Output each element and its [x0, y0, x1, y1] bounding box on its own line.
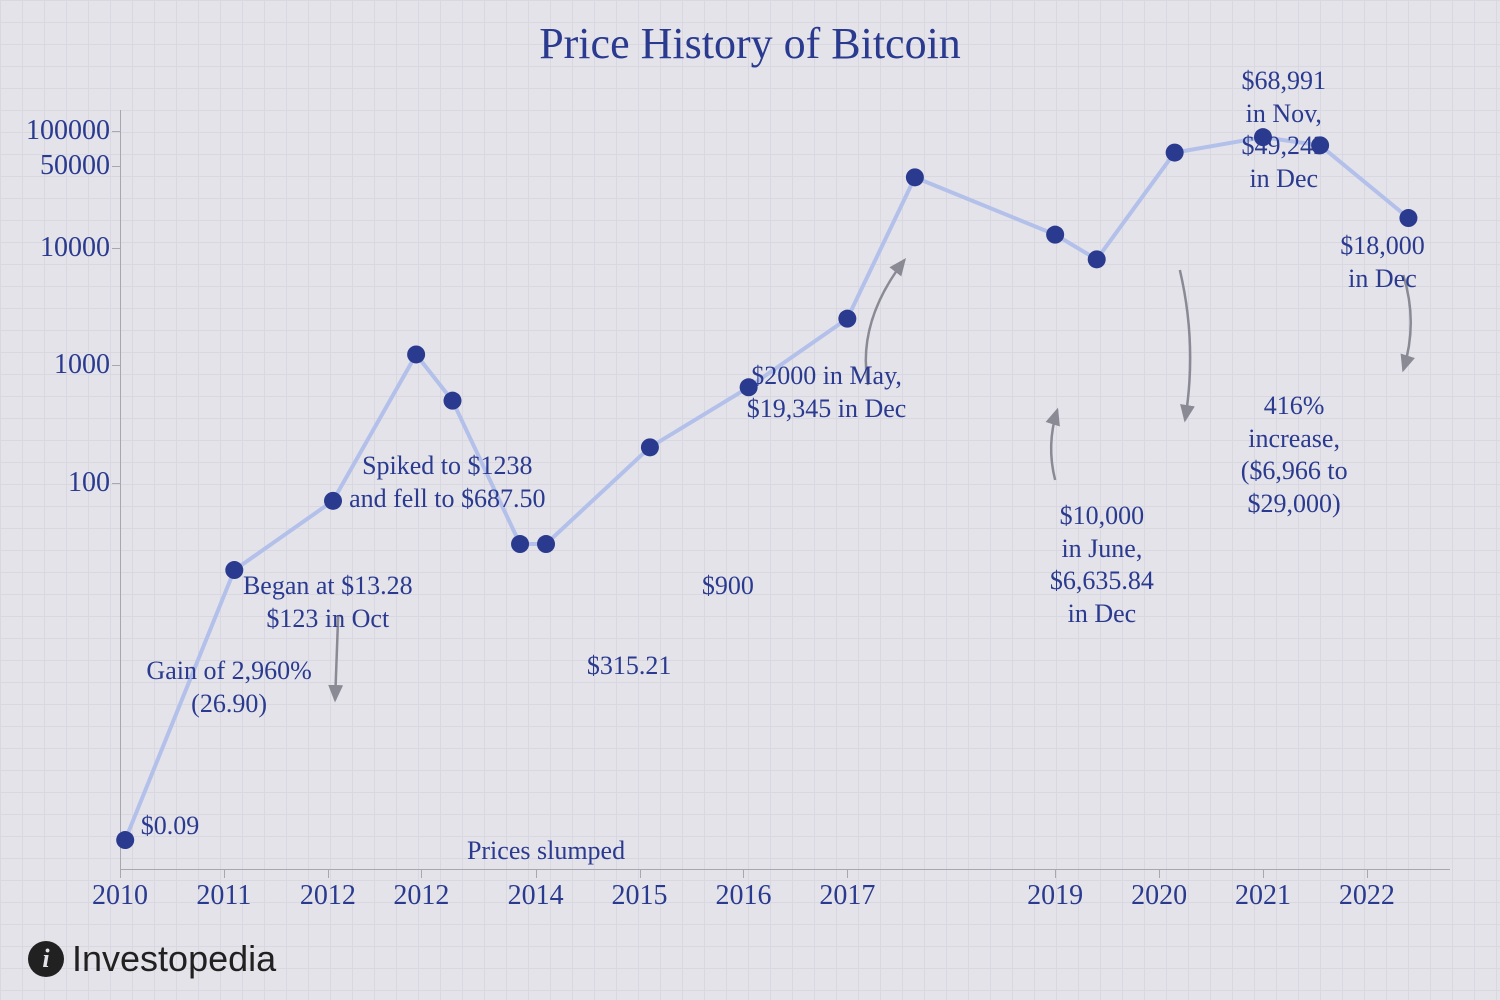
annotation-label: $0.09	[141, 810, 200, 843]
y-tick-mark	[112, 248, 120, 249]
chart-area: 1001000100005000010000020102011201220122…	[120, 110, 1450, 870]
x-tick-label: 2019	[1005, 880, 1105, 912]
x-tick-mark	[421, 870, 422, 878]
x-tick-label: 2012	[371, 880, 471, 912]
chart-title: Price History of Bitcoin	[0, 18, 1500, 69]
y-tick-mark	[112, 166, 120, 167]
annotation-label: Gain of 2,960% (26.90)	[146, 655, 311, 720]
x-tick-label: 2012	[278, 880, 378, 912]
y-tick-label: 1000	[10, 349, 110, 381]
x-tick-mark	[640, 870, 641, 878]
brand-icon: i	[28, 941, 64, 977]
y-tick-label: 10000	[10, 232, 110, 264]
callout-arrow	[1180, 270, 1190, 420]
x-tick-label: 2016	[693, 880, 793, 912]
x-tick-label: 2011	[174, 880, 274, 912]
x-tick-mark	[1055, 870, 1056, 878]
data-marker	[116, 831, 134, 849]
annotation-label: $315.21	[587, 650, 672, 683]
x-tick-label: 2010	[70, 880, 170, 912]
x-tick-mark	[328, 870, 329, 878]
data-marker	[1088, 250, 1106, 268]
x-tick-label: 2014	[486, 880, 586, 912]
data-marker	[324, 492, 342, 510]
x-tick-label: 2021	[1213, 880, 1313, 912]
x-tick-mark	[536, 870, 537, 878]
annotation-label: $900	[702, 570, 754, 603]
annotation-label: $10,000 in June, $6,635.84 in Dec	[1050, 500, 1154, 630]
x-tick-mark	[224, 870, 225, 878]
y-tick-mark	[112, 365, 120, 366]
annotation-label: $2000 in May, $19,345 in Dec	[747, 360, 907, 425]
data-marker	[838, 310, 856, 328]
brand-logo: i Investopedia	[28, 938, 276, 980]
data-marker	[906, 168, 924, 186]
y-tick-label: 100	[10, 467, 110, 499]
data-marker	[444, 392, 462, 410]
x-tick-label: 2022	[1317, 880, 1417, 912]
x-tick-label: 2017	[797, 880, 897, 912]
y-tick-label: 50000	[10, 150, 110, 182]
callout-arrow	[1051, 410, 1057, 480]
x-tick-mark	[743, 870, 744, 878]
x-tick-mark	[1367, 870, 1368, 878]
data-marker	[407, 345, 425, 363]
y-tick-label: 100000	[10, 115, 110, 147]
data-marker	[225, 561, 243, 579]
y-tick-mark	[112, 483, 120, 484]
x-tick-mark	[1159, 870, 1160, 878]
annotation-label: Spiked to $1238 and fell to $687.50	[349, 450, 545, 515]
annotation-label: Began at $13.28 $123 in Oct	[243, 570, 413, 635]
data-marker	[1046, 226, 1064, 244]
x-tick-mark	[120, 870, 121, 878]
data-marker	[537, 535, 555, 553]
x-tick-label: 2015	[590, 880, 690, 912]
x-tick-mark	[847, 870, 848, 878]
data-marker	[1399, 209, 1417, 227]
annotation-label: $18,000 in Dec	[1340, 230, 1425, 295]
annotation-label: $68,991 in Nov, $49,243 in Dec	[1242, 65, 1327, 195]
brand-name: Investopedia	[72, 938, 276, 980]
data-marker	[1166, 144, 1184, 162]
data-marker	[511, 535, 529, 553]
x-tick-label: 2020	[1109, 880, 1209, 912]
y-tick-mark	[112, 131, 120, 132]
annotation-label: Prices slumped	[467, 835, 625, 868]
x-tick-mark	[1263, 870, 1264, 878]
data-marker	[641, 438, 659, 456]
annotation-label: 416% increase, ($6,966 to $29,000)	[1241, 390, 1348, 520]
